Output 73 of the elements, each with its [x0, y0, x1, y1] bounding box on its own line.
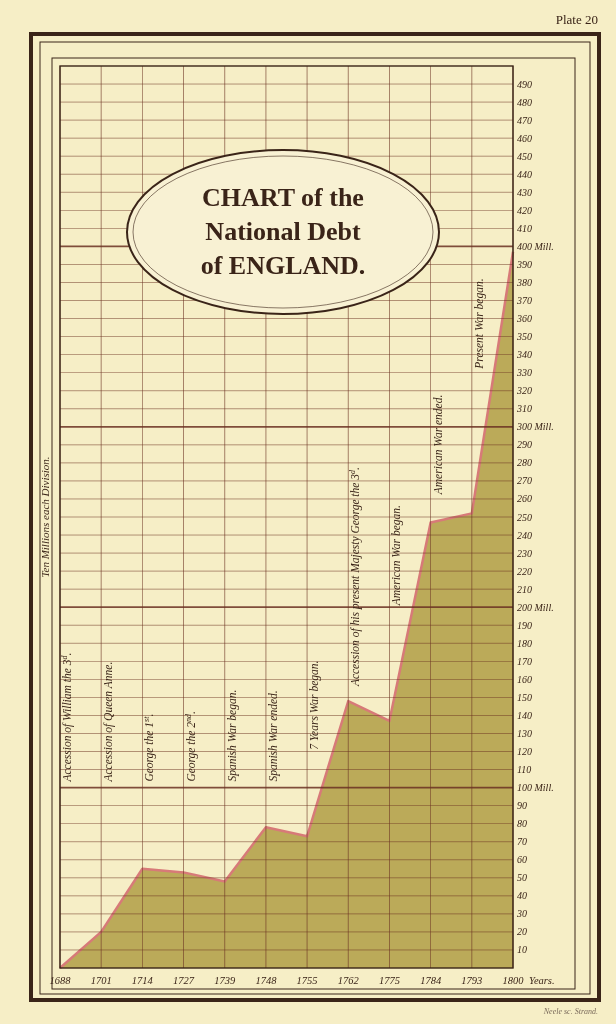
x-tick-label: 1775	[378, 975, 400, 986]
x-tick-label: 1800	[502, 975, 525, 986]
y-tick-label: 230	[517, 547, 532, 559]
annotation: Accession of Queen Anne.	[102, 661, 116, 783]
y-tick-label: 360	[516, 313, 532, 325]
y-tick-label: 490	[517, 78, 532, 90]
y-tick-label: 80	[517, 818, 527, 830]
y-tick-label: 320	[516, 385, 532, 397]
y-tick-label: 270	[517, 475, 532, 487]
y-tick-label: 190	[517, 619, 532, 631]
y-tick-label: 100 Mill.	[517, 782, 554, 794]
y-tick-label: 160	[517, 673, 532, 685]
x-tick-label: 1688	[49, 975, 72, 986]
y-tick-label: 120	[517, 746, 532, 758]
text: Neele sc. Strand.	[542, 1007, 598, 1016]
x-tick-label: 1714	[131, 975, 154, 986]
y-tick-label: 340	[516, 349, 532, 361]
y-tick-label: 150	[517, 691, 532, 703]
annotation: Spanish War began.	[225, 689, 239, 782]
y-tick-label: 460	[517, 132, 532, 144]
annotation: American War began.	[390, 505, 404, 607]
y-tick-label: 370	[516, 295, 532, 307]
y-tick-label: 440	[517, 168, 532, 180]
y-tick-label: 480	[517, 96, 532, 108]
y-tick-label: 220	[517, 565, 532, 577]
y-tick-label: 410	[517, 222, 532, 234]
y-tick-label: 210	[517, 583, 532, 595]
x-tick-label: 1793	[461, 975, 483, 986]
y-tick-label: 310	[516, 403, 532, 415]
y-tick-label: 170	[517, 655, 532, 667]
y-tick-label: 380	[516, 276, 532, 288]
y-tick-label: 180	[517, 637, 532, 649]
y-tick-label: 70	[517, 836, 527, 848]
y-tick-label: 110	[517, 764, 532, 776]
y-tick-label: 200 Mill.	[517, 601, 554, 613]
y-tick-label: 400 Mill.	[517, 240, 554, 252]
annotation: 7 Years War began.	[308, 660, 322, 750]
x-tick-label: 1784	[420, 975, 442, 986]
x-tick-label: 1762	[337, 975, 360, 986]
annotation: American War ended.	[431, 394, 444, 496]
x-tick-label: 1727	[173, 975, 195, 986]
y-tick-label: 470	[517, 114, 532, 126]
x-axis-title: Years.	[529, 975, 555, 986]
y-tick-label: 10	[517, 944, 527, 956]
y-tick-label: 90	[517, 800, 527, 812]
x-tick-label: 1739	[214, 975, 236, 986]
y-tick-label: 240	[517, 529, 532, 541]
y-axis-title: Ten Millions each Division.	[39, 456, 51, 578]
y-tick-label: 290	[517, 439, 532, 451]
y-tick-label: 260	[517, 493, 532, 505]
y-tick-label: 140	[517, 709, 532, 721]
y-tick-label: 20	[517, 926, 527, 938]
y-tick-label: 40	[517, 890, 527, 902]
y-tick-label: 280	[517, 457, 532, 469]
x-tick-label: 1748	[255, 975, 278, 986]
y-tick-label: 30	[516, 908, 527, 920]
annotation: Present War began.	[472, 278, 486, 370]
y-tick-label: 330	[516, 367, 532, 379]
y-tick-label: 50	[517, 872, 527, 884]
text: CHART of the National Debt of ENGLAND.	[200, 183, 366, 280]
y-tick-label: 130	[517, 727, 532, 739]
x-tick-label: 1755	[296, 975, 318, 986]
y-tick-label: 420	[517, 204, 532, 216]
text: Plate 20	[555, 12, 598, 27]
y-tick-label: 450	[517, 150, 532, 162]
y-tick-label: 390	[516, 258, 532, 270]
x-tick-label: 1701	[90, 975, 112, 986]
annotation: Spanish War ended.	[266, 690, 280, 782]
y-tick-label: 300 Mill.	[516, 421, 554, 433]
y-tick-label: 250	[517, 511, 532, 523]
y-tick-label: 430	[517, 186, 532, 198]
y-tick-label: 350	[516, 331, 532, 343]
y-tick-label: 60	[517, 854, 527, 866]
